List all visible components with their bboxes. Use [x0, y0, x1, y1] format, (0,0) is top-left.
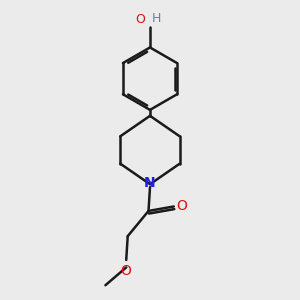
- Text: O: O: [135, 13, 145, 26]
- Text: O: O: [176, 199, 187, 213]
- Text: O: O: [120, 264, 131, 278]
- Text: H: H: [152, 12, 161, 25]
- Text: N: N: [144, 176, 156, 190]
